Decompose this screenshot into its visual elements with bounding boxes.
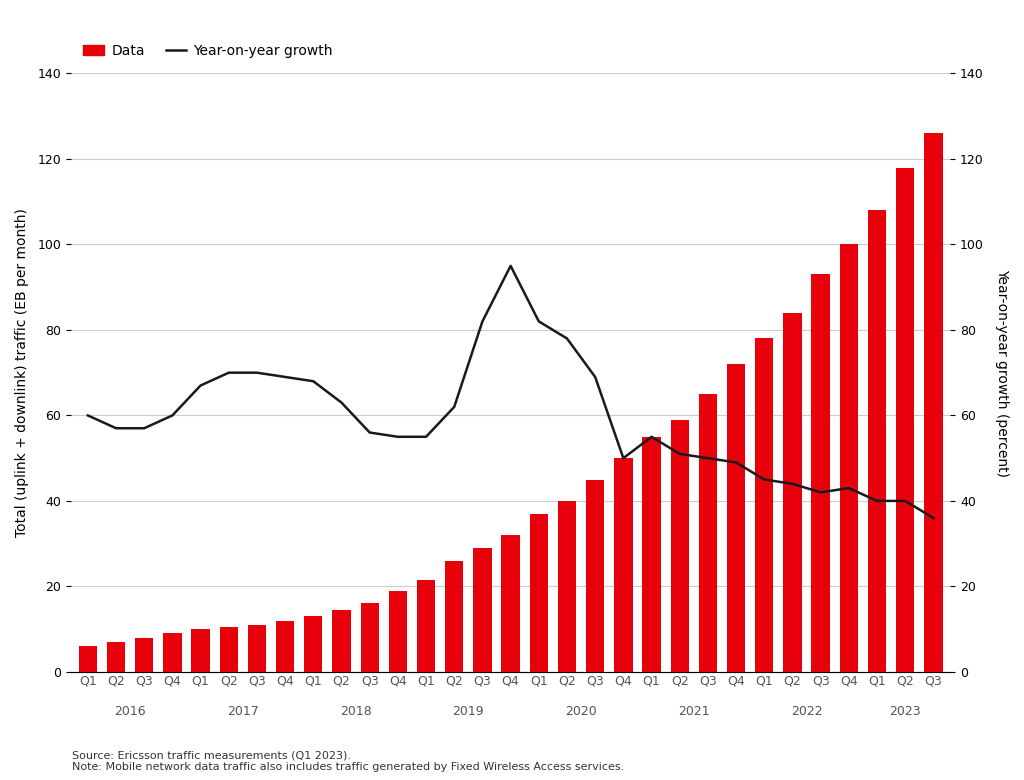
Y-axis label: Total (uplink + downlink) traffic (EB per month): Total (uplink + downlink) traffic (EB pe… — [15, 208, 29, 537]
Bar — [698, 394, 717, 672]
Bar — [389, 590, 407, 672]
Bar — [840, 244, 858, 672]
Bar — [642, 437, 660, 672]
Y-axis label: Year-on-year growth (percent): Year-on-year growth (percent) — [995, 268, 1009, 477]
Bar — [529, 514, 548, 672]
Bar — [333, 610, 350, 672]
Text: 2022: 2022 — [791, 705, 822, 718]
Bar — [614, 458, 633, 672]
Text: 2018: 2018 — [340, 705, 372, 718]
Bar — [248, 625, 266, 672]
Bar — [783, 313, 802, 672]
Bar — [868, 211, 886, 672]
Text: 2021: 2021 — [678, 705, 710, 718]
Bar — [191, 629, 210, 672]
Text: Source: Ericsson traffic measurements (Q1 2023).
Note: Mobile network data traff: Source: Ericsson traffic measurements (Q… — [72, 750, 624, 772]
Bar — [135, 638, 154, 672]
Text: 2019: 2019 — [453, 705, 484, 718]
Bar — [896, 168, 914, 672]
Bar — [360, 604, 379, 672]
Bar — [473, 548, 492, 672]
Text: 2017: 2017 — [227, 705, 259, 718]
Text: 2016: 2016 — [115, 705, 146, 718]
Bar — [671, 420, 689, 672]
Bar — [417, 580, 435, 672]
Bar — [811, 275, 829, 672]
Bar — [925, 133, 942, 672]
Legend: Data, Year-on-year growth: Data, Year-on-year growth — [78, 38, 338, 64]
Bar — [727, 364, 745, 672]
Text: 2020: 2020 — [565, 705, 597, 718]
Bar — [106, 642, 125, 672]
Text: 2023: 2023 — [890, 705, 921, 718]
Bar — [276, 621, 294, 672]
Bar — [502, 535, 520, 672]
Bar — [163, 633, 181, 672]
Bar — [445, 561, 464, 672]
Bar — [586, 480, 604, 672]
Bar — [79, 646, 97, 672]
Bar — [304, 616, 323, 672]
Bar — [219, 627, 238, 672]
Bar — [558, 501, 577, 672]
Bar — [755, 339, 773, 672]
